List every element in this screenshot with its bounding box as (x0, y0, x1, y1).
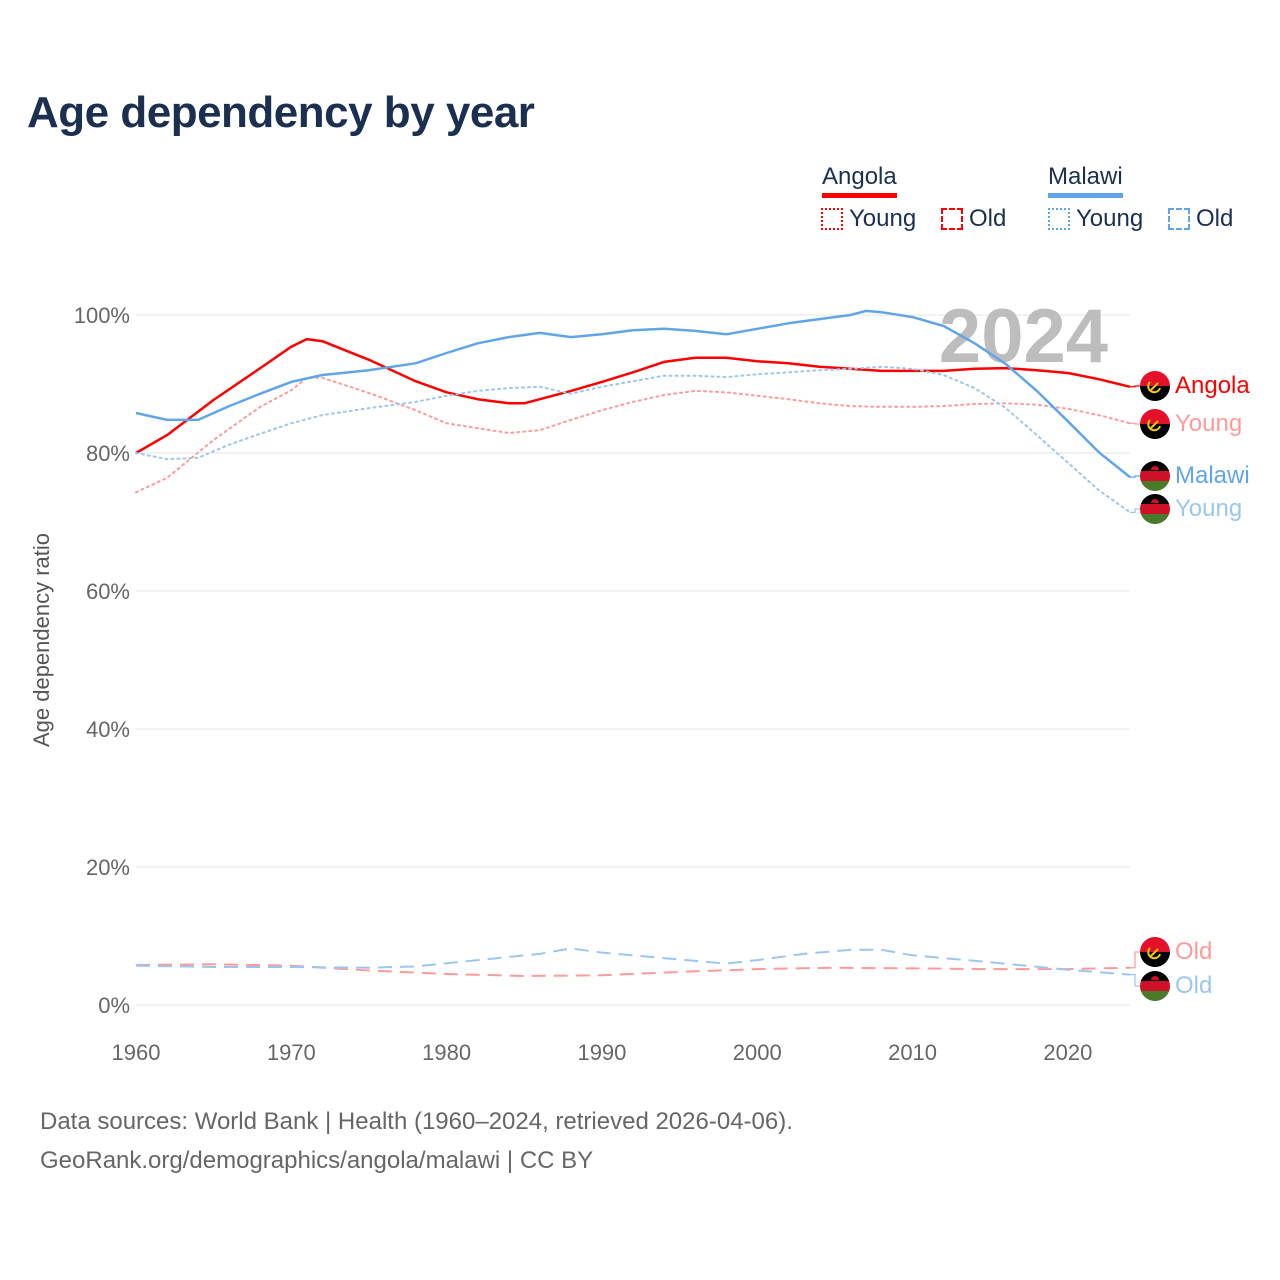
legend-label: Old (969, 205, 1007, 232)
malawi-flag-icon (1140, 971, 1170, 1001)
dashed-swatch-icon (1168, 208, 1190, 230)
dotted-swatch-icon (821, 208, 843, 230)
end-label-angola-young: Young (1175, 410, 1243, 437)
end-label-angola-old: Old (1175, 938, 1213, 965)
angola-flag-icon (1140, 371, 1170, 401)
legend-label: Young (1076, 205, 1144, 232)
series-line-malawi-old[interactable] (135, 947, 1131, 976)
legend-malawi-young[interactable]: Young (1048, 205, 1143, 233)
series-line-angola[interactable] (135, 337, 1131, 455)
year-watermark: 2024 (939, 294, 1108, 379)
label-connector (1130, 475, 1142, 478)
malawi-flag-icon (1140, 494, 1170, 524)
x-tick-label: 2010 (888, 1040, 937, 1065)
label-connector (1130, 508, 1142, 513)
label-connector (1130, 974, 1142, 987)
legend-label: Young (849, 205, 917, 232)
y-tick-label: 80% (86, 441, 130, 466)
end-label-malawi: Malawi (1175, 462, 1250, 489)
dashed-swatch-icon (941, 208, 963, 230)
x-tick-label: 1980 (422, 1040, 471, 1065)
footer-link[interactable]: GeoRank.org/demographics/angola/malawi |… (40, 1147, 594, 1174)
label-connector (1130, 385, 1142, 388)
x-tick-label: 2020 (1043, 1040, 1092, 1065)
legend-malawi-old[interactable]: Old (1168, 205, 1233, 233)
y-tick-label: 60% (86, 579, 130, 604)
end-label-malawi-old: Old (1175, 972, 1213, 999)
series-line-malawi[interactable] (135, 309, 1131, 479)
y-tick-label: 40% (86, 717, 130, 742)
malawi-flag-icon (1140, 461, 1170, 491)
label-connector (1130, 422, 1142, 425)
y-tick-label: 20% (86, 855, 130, 880)
legend-angola-young[interactable]: Young (821, 205, 916, 233)
legend-malawi[interactable]: Malawi (1048, 163, 1123, 198)
series-line-malawi-young[interactable] (135, 365, 1131, 514)
x-tick-label: 1960 (112, 1040, 161, 1065)
y-tick-label: 0% (98, 993, 130, 1018)
y-tick-label: 100% (74, 303, 130, 328)
label-connector (1130, 951, 1142, 969)
legend-label: Old (1196, 205, 1234, 232)
series-line-angola-old[interactable] (135, 963, 1131, 977)
angola-flag-icon (1140, 409, 1170, 439)
legend-angola-old[interactable]: Old (941, 205, 1006, 233)
dotted-swatch-icon (1048, 208, 1070, 230)
end-label-angola: Angola (1175, 372, 1250, 399)
angola-flag-icon (1140, 937, 1170, 967)
x-tick-label: 2000 (733, 1040, 782, 1065)
chart-title: Age dependency by year (27, 88, 535, 137)
series-line-angola-young[interactable] (135, 376, 1131, 494)
legend-angola[interactable]: Angola (822, 163, 897, 198)
footer-sources: Data sources: World Bank | Health (1960–… (40, 1108, 793, 1135)
x-tick-label: 1990 (577, 1040, 626, 1065)
end-label-malawi-young: Young (1175, 495, 1243, 522)
x-tick-label: 1970 (267, 1040, 316, 1065)
